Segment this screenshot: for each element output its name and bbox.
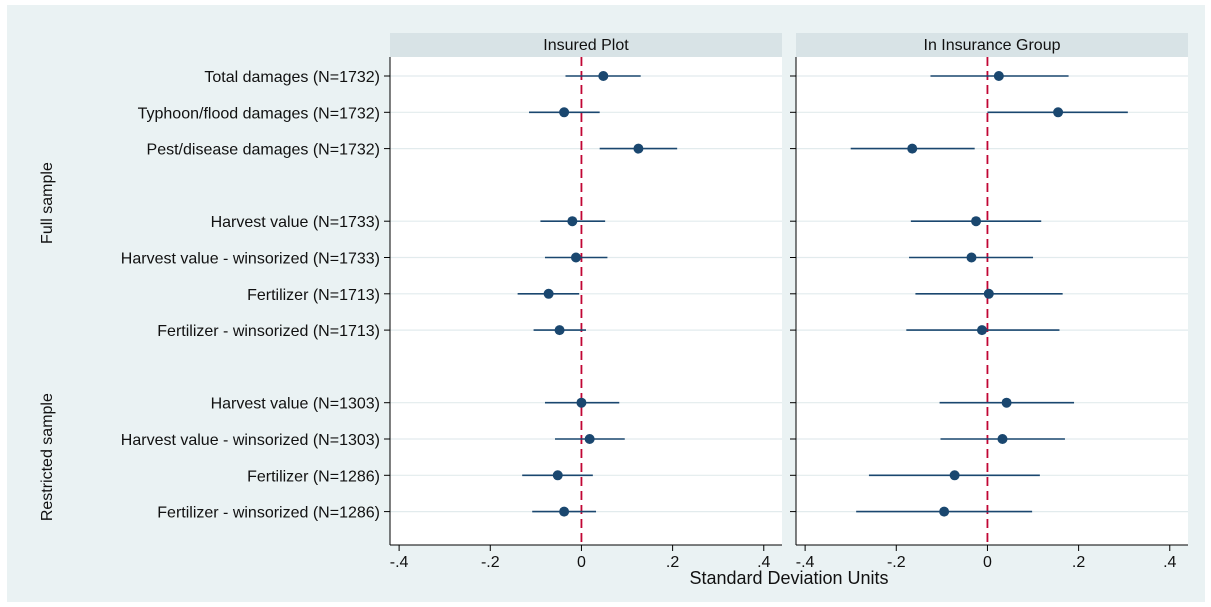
- x-tick-label: -.4: [390, 554, 409, 571]
- panel-title: Insured Plot: [543, 37, 629, 54]
- point-estimate: [559, 506, 570, 517]
- panel-header: [796, 33, 1188, 57]
- point-estimate: [543, 288, 554, 299]
- point-estimate: [971, 216, 982, 227]
- point-estimate: [584, 434, 595, 444]
- point-estimate: [567, 216, 578, 227]
- point-estimate: [997, 434, 1008, 444]
- row-label: Fertilizer (N=1286): [247, 468, 380, 485]
- point-estimate: [576, 397, 587, 408]
- group-label: Full sample: [39, 162, 56, 244]
- point-estimate: [559, 107, 570, 118]
- panel-title: In Insurance Group: [924, 37, 1061, 54]
- point-estimate: [598, 71, 609, 81]
- x-tick-label: .2: [666, 554, 679, 571]
- point-estimate: [570, 252, 581, 263]
- panel-header: [390, 33, 782, 57]
- x-axis-title: Standard Deviation Units: [689, 568, 888, 588]
- x-tick-label: -.2: [887, 554, 906, 571]
- point-estimate: [633, 143, 644, 154]
- x-tick-label: .2: [1072, 554, 1085, 571]
- point-estimate: [1001, 397, 1012, 408]
- x-tick-label: 0: [983, 554, 992, 571]
- point-estimate: [976, 325, 987, 336]
- x-tick-label: .4: [757, 554, 770, 571]
- x-tick-label: -.2: [481, 554, 500, 571]
- row-label: Fertilizer - winsorized (N=1713): [157, 323, 380, 340]
- point-estimate: [993, 71, 1004, 81]
- point-estimate: [552, 470, 563, 481]
- x-tick-label: .4: [1163, 554, 1176, 571]
- plot-region: [390, 57, 782, 545]
- x-tick-label: -.4: [796, 554, 815, 571]
- row-label: Harvest value - winsorized (N=1733): [121, 251, 380, 268]
- row-label: Fertilizer - winsorized (N=1286): [157, 505, 380, 522]
- row-label: Pest/disease damages (N=1732): [147, 142, 380, 159]
- row-label: Typhoon/flood damages (N=1732): [138, 105, 380, 122]
- point-estimate: [554, 325, 565, 336]
- row-label: Fertilizer (N=1713): [247, 287, 380, 304]
- row-label: Harvest value (N=1303): [211, 396, 380, 413]
- point-estimate: [983, 288, 994, 299]
- row-label: Harvest value - winsorized (N=1303): [121, 432, 380, 449]
- plot-region: [796, 57, 1188, 545]
- row-label: Harvest value (N=1733): [211, 214, 380, 231]
- point-estimate: [939, 506, 950, 517]
- point-estimate: [949, 470, 960, 481]
- row-label: Total damages (N=1732): [204, 69, 380, 86]
- group-label: Restricted sample: [39, 393, 56, 521]
- point-estimate: [966, 252, 977, 263]
- x-tick-label: 0: [577, 554, 586, 571]
- point-estimate: [1053, 107, 1064, 118]
- point-estimate: [907, 143, 918, 154]
